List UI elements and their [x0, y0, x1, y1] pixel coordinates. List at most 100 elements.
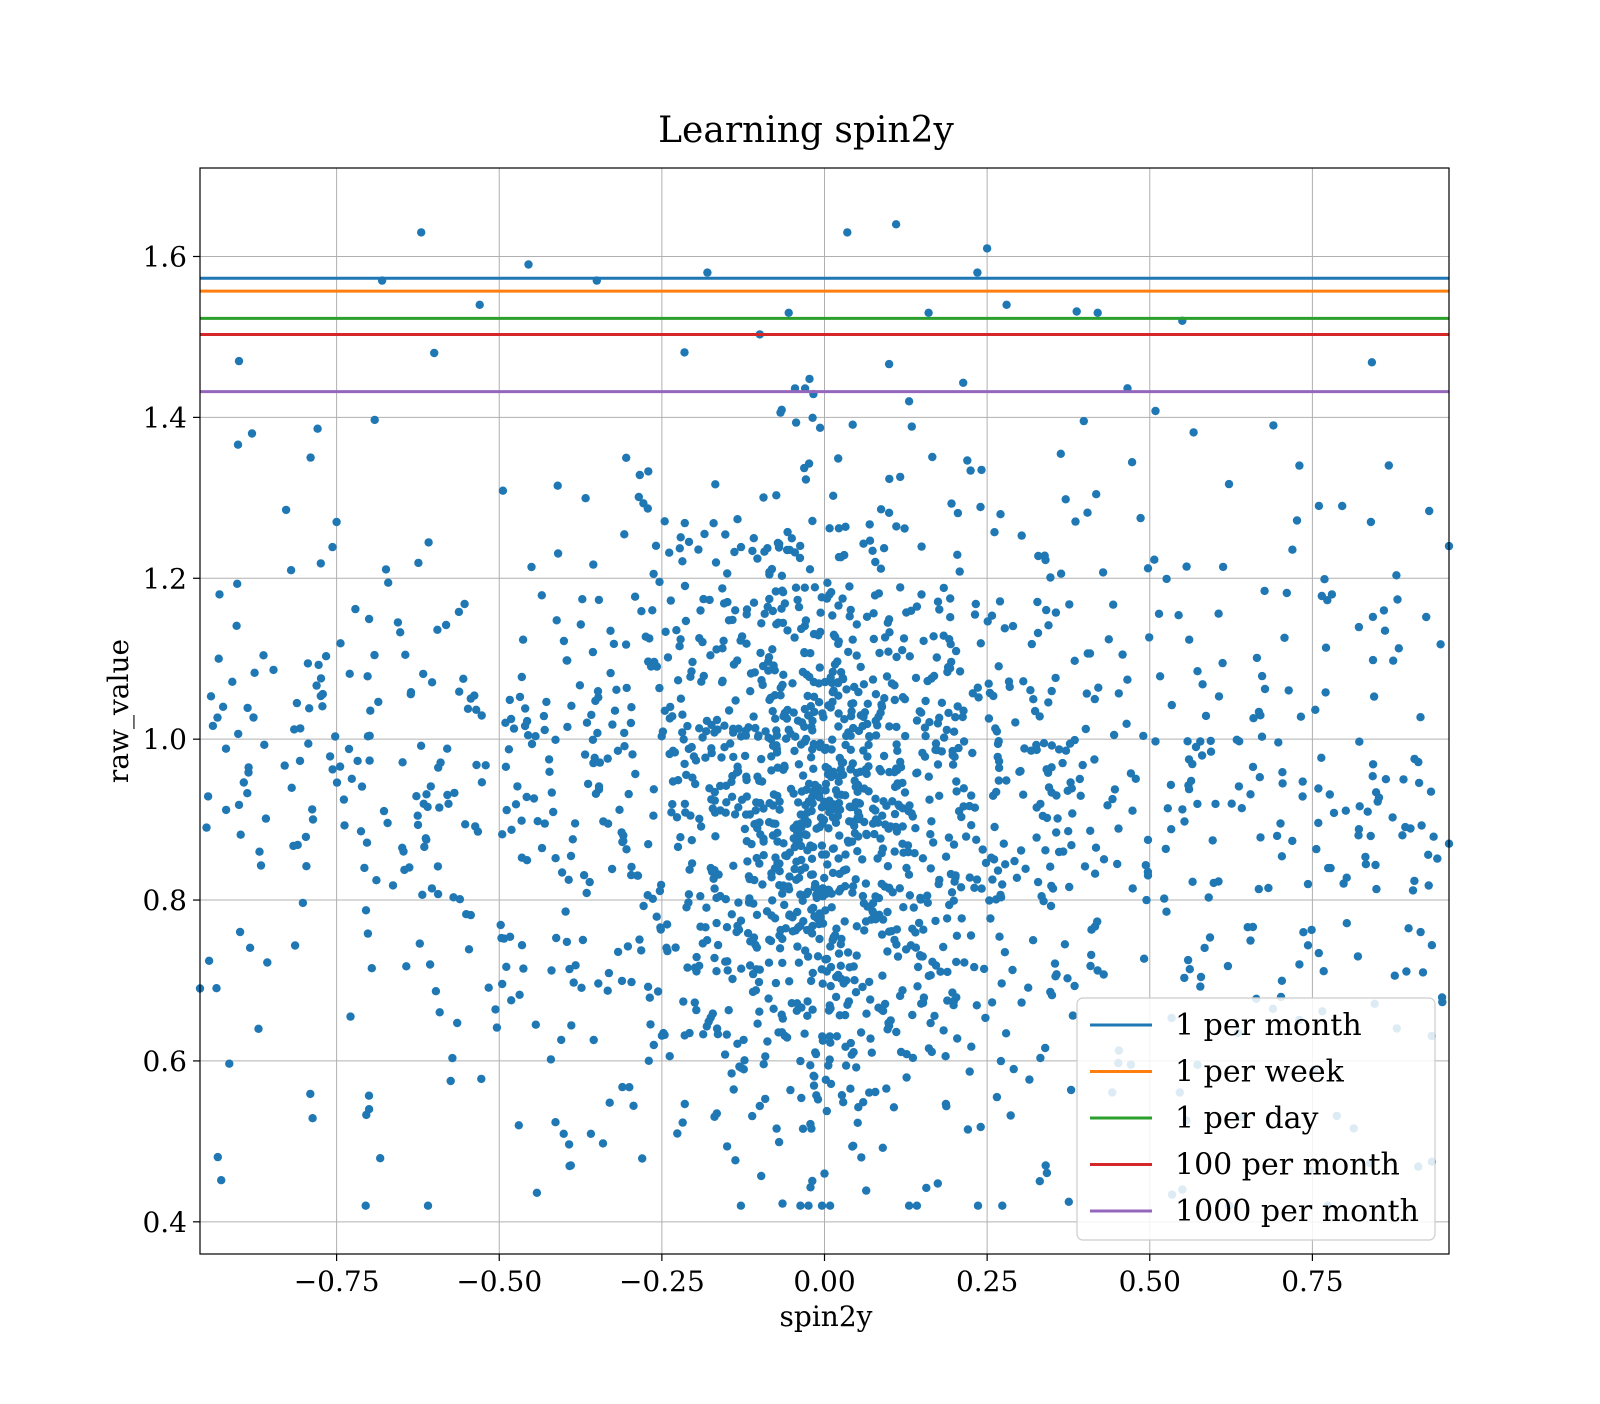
data-point — [312, 681, 321, 690]
data-point — [472, 760, 481, 770]
data-point — [934, 879, 943, 889]
data-point — [974, 693, 983, 702]
data-point — [1065, 739, 1075, 748]
data-point — [707, 867, 717, 876]
data-point — [1201, 711, 1211, 721]
data-point — [859, 539, 868, 548]
data-point — [466, 694, 475, 703]
data-point — [820, 677, 830, 687]
data-point — [778, 958, 787, 968]
data-point — [834, 524, 844, 533]
data-point — [484, 983, 493, 992]
data-point — [1068, 1011, 1078, 1020]
data-point — [551, 1118, 560, 1127]
data-point — [663, 653, 673, 662]
data-point — [796, 740, 806, 749]
data-point — [1065, 600, 1074, 609]
data-point — [777, 571, 787, 580]
data-point — [462, 910, 471, 919]
data-point — [646, 1020, 655, 1029]
data-point — [517, 941, 527, 950]
data-point — [848, 420, 857, 429]
data-point — [722, 798, 731, 807]
data-point — [533, 817, 542, 826]
data-point — [880, 633, 890, 642]
data-point — [517, 672, 526, 682]
data-point — [1053, 814, 1062, 823]
data-point — [853, 847, 862, 856]
data-point — [718, 644, 727, 653]
data-point — [1016, 846, 1026, 855]
data-point — [907, 809, 916, 818]
data-point — [968, 689, 977, 698]
data-point — [765, 799, 774, 808]
data-point — [775, 805, 784, 814]
data-point — [989, 691, 998, 701]
data-point — [1090, 869, 1100, 878]
data-point — [868, 899, 878, 908]
data-point — [755, 1007, 764, 1016]
data-point — [871, 794, 880, 803]
data-point — [841, 522, 850, 531]
data-point — [710, 1112, 719, 1122]
data-point — [963, 456, 972, 465]
data-point — [928, 452, 937, 462]
data-point — [890, 695, 899, 705]
data-point — [748, 987, 758, 997]
data-point — [521, 704, 530, 713]
data-point — [680, 799, 690, 809]
data-point — [1264, 883, 1273, 893]
data-point — [1091, 843, 1101, 852]
data-point — [668, 777, 678, 786]
data-point — [796, 1056, 805, 1066]
data-point — [1054, 745, 1064, 754]
data-point — [513, 782, 522, 791]
legend: 1 per month 1 per week 1 per day 100 per mo… — [1076, 997, 1436, 1241]
data-point — [936, 967, 945, 976]
data-point — [221, 805, 231, 815]
data-point — [1109, 600, 1118, 609]
data-point — [1141, 861, 1151, 870]
data-point — [497, 933, 506, 943]
data-point — [625, 1083, 634, 1092]
data-point — [1123, 675, 1132, 684]
data-point — [1424, 881, 1433, 890]
data-point — [578, 935, 588, 945]
data-point — [859, 680, 869, 689]
data-point — [926, 830, 935, 839]
data-point — [778, 680, 787, 690]
data-point — [598, 1139, 608, 1148]
data-point — [950, 877, 959, 886]
data-point — [464, 945, 474, 954]
data-point — [871, 731, 881, 740]
data-point — [1118, 650, 1127, 659]
data-point — [687, 667, 696, 676]
data-point — [1080, 862, 1090, 871]
data-point — [668, 800, 677, 809]
data-point — [696, 606, 705, 615]
data-point — [926, 864, 935, 873]
data-point — [645, 993, 654, 1002]
data-point — [970, 962, 979, 972]
data-point — [1338, 501, 1347, 511]
data-point — [1180, 973, 1189, 983]
data-point — [1248, 762, 1258, 772]
data-point — [1249, 714, 1258, 723]
data-point — [660, 517, 669, 526]
data-point — [401, 650, 410, 659]
data-point — [858, 982, 867, 992]
data-point — [772, 748, 782, 757]
data-point — [635, 935, 644, 944]
data-point — [491, 1005, 500, 1014]
data-point — [994, 662, 1003, 671]
data-point — [948, 760, 958, 769]
data-point — [759, 804, 768, 813]
data-point — [763, 544, 772, 553]
data-point — [687, 859, 697, 868]
data-point — [662, 920, 672, 929]
data-point — [865, 536, 875, 545]
data-point — [806, 1061, 815, 1070]
data-point — [997, 979, 1006, 988]
data-point — [1295, 461, 1304, 470]
data-point — [655, 683, 664, 693]
